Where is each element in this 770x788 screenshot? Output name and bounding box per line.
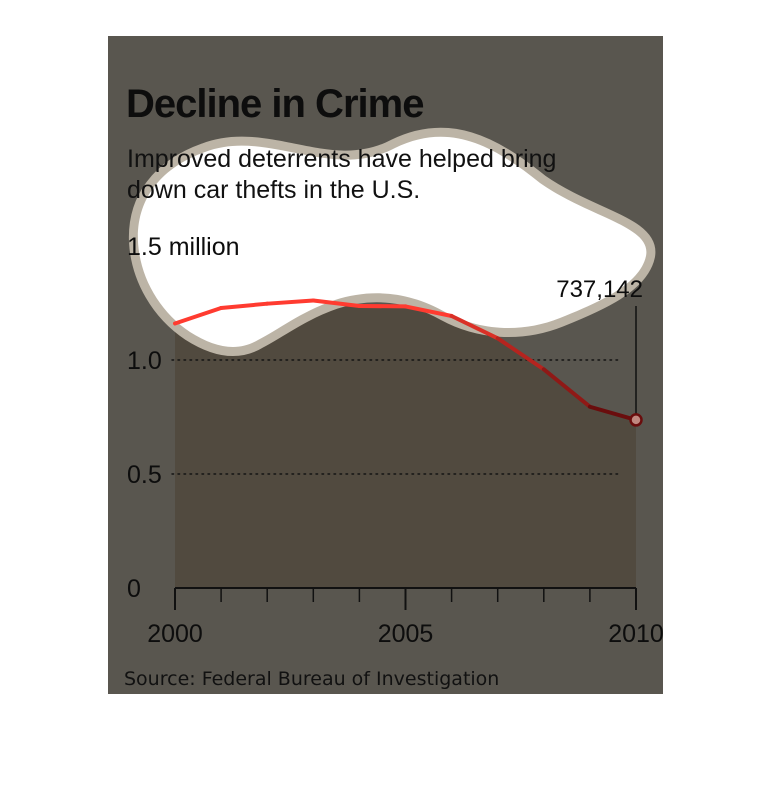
chart-title: Decline in Crime xyxy=(126,82,424,126)
chart-subtitle: Improved deterrents have helped bring do… xyxy=(127,145,557,204)
y-tick-label: 0.5 xyxy=(127,461,162,489)
series-line-segment xyxy=(403,304,454,318)
y-tick-label: 1.5 million xyxy=(127,233,240,261)
series-line-segment xyxy=(587,404,638,422)
x-tick-label: 2000 xyxy=(147,620,203,648)
series-area xyxy=(175,300,636,588)
y-tick-label: 0 xyxy=(127,575,141,603)
annotation-label: 737,142 xyxy=(556,276,643,303)
y-tick-label: 1.0 xyxy=(127,347,162,375)
series-line-segment xyxy=(449,313,500,341)
series-line-segment xyxy=(265,298,316,306)
x-tick-label: 2010 xyxy=(608,620,664,648)
series-line-segment xyxy=(173,306,224,326)
series-line-segment xyxy=(311,298,362,308)
end-point-marker xyxy=(629,413,643,427)
series-line-segment xyxy=(541,367,592,409)
highlight-blob xyxy=(137,136,647,347)
x-tick-label: 2005 xyxy=(378,620,434,648)
series-line-segment xyxy=(495,336,546,372)
series-line-segment xyxy=(219,301,270,311)
chart-source: Source: Federal Bureau of Investigation xyxy=(124,668,500,690)
